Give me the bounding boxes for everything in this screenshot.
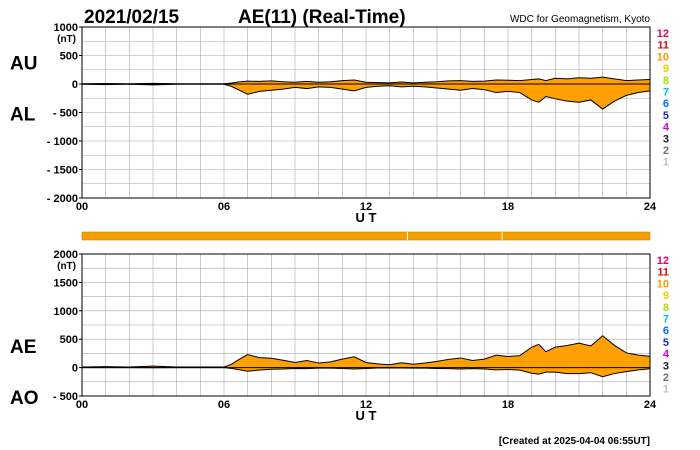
legend-entry-2: 2: [663, 372, 669, 384]
series-label-au: AU: [10, 54, 37, 75]
legend-entry-1: 1: [663, 157, 669, 169]
y-tick-label: 2000: [54, 249, 78, 261]
status-bar: [81, 231, 651, 241]
legend-entry-1: 1: [663, 384, 669, 396]
legend-entry-4: 4: [663, 349, 670, 361]
series-label-al: AL: [10, 105, 36, 126]
x-tick-label: 24: [644, 399, 657, 411]
series-fill-area: [82, 77, 650, 110]
chart-title: AE(11) (Real-Time): [238, 7, 406, 28]
unit-label: (nT): [57, 261, 76, 272]
au-al-panel: 1000 500 0 - 500 - 1000 - 1500 - 2000 (nT) 00 06 1…: [10, 22, 657, 225]
legend-entry-3: 3: [663, 133, 669, 145]
series-line-al: [81, 83, 651, 110]
legend-entry-5: 5: [663, 110, 669, 122]
legend-entry-3: 3: [663, 360, 669, 372]
legend-entry-10: 10: [657, 278, 669, 290]
series-fill-area: [82, 335, 650, 377]
legend-entry-11: 11: [657, 40, 669, 52]
x-tick-label: 18: [502, 399, 514, 411]
series-label-ae: AE: [10, 337, 36, 358]
y-tick-label: 0: [72, 79, 78, 91]
legend-entry-7: 7: [663, 87, 669, 99]
legend-entry-8: 8: [663, 75, 669, 87]
legend-entry-5: 5: [663, 337, 669, 349]
legend-entry-8: 8: [663, 302, 669, 314]
legend-entry-10: 10: [657, 51, 669, 63]
series-line-ae: [81, 335, 651, 368]
grid: [81, 253, 651, 397]
x-tick-label: 18: [502, 201, 514, 213]
grid: [81, 26, 651, 199]
created-timestamp: [Created at 2025-04-04 06:55UT]: [499, 436, 650, 447]
x-tick-label: 12: [360, 399, 372, 411]
legend-entry-9: 9: [663, 63, 669, 75]
y-tick-label: 0: [72, 363, 78, 375]
date-label: 2021/02/15: [84, 7, 180, 28]
legend-entry-11: 11: [657, 267, 669, 279]
source-label: WDC for Geomagnetism, Kyoto: [510, 14, 650, 25]
legend-entry-12: 12: [657, 28, 669, 40]
legend-entry-12: 12: [657, 255, 669, 267]
unit-label: (nT): [57, 34, 76, 45]
status-bar-fill: [81, 231, 651, 241]
x-tick-label: 00: [76, 201, 88, 213]
legend-entry-9: 9: [663, 290, 669, 302]
y-tick-label: - 2000: [47, 193, 78, 205]
plot-frame: [81, 253, 651, 397]
x-tick-label: 12: [360, 201, 372, 213]
x-tick-label: 06: [218, 399, 230, 411]
legend-entry-7: 7: [663, 314, 669, 326]
ae-ao-panel: 2000 1500 1000 500 0 - 500 (nT) 00 06 12 18 24 U T AE…: [10, 249, 657, 423]
y-tick-label: 500: [60, 334, 78, 346]
y-tick-label: 500: [60, 51, 78, 63]
legend-entry-2: 2: [663, 145, 669, 157]
series-label-ao: AO: [10, 388, 39, 409]
x-axis-label: U T: [356, 408, 377, 423]
series-line-au: [81, 76, 651, 85]
y-tick-label: 1000: [54, 22, 78, 34]
x-tick-label: 00: [76, 399, 88, 411]
y-tick-label: 1500: [54, 277, 78, 289]
y-tick-label: - 1500: [47, 165, 78, 177]
legend-entry-4: 4: [663, 122, 670, 134]
y-tick-label: - 500: [53, 391, 78, 403]
y-tick-label: - 500: [53, 108, 78, 120]
legend-entry-6: 6: [663, 98, 669, 110]
y-tick-label: - 1000: [47, 136, 78, 148]
y-tick-label: 1000: [54, 306, 78, 318]
x-tick-label: 24: [644, 201, 657, 213]
x-tick-label: 06: [218, 201, 230, 213]
x-axis-label: U T: [356, 210, 377, 225]
legend-entry-6: 6: [663, 325, 669, 337]
